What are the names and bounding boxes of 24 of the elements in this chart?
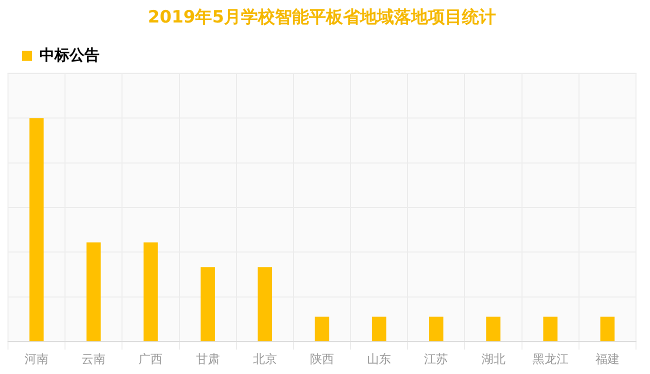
x-tick-label: 云南: [82, 352, 106, 366]
x-tick-label: 广西: [138, 352, 163, 366]
bar: [144, 242, 158, 342]
bar: [200, 267, 215, 342]
x-tick-label: 陕西: [310, 352, 334, 366]
x-tick-label: 湖北: [481, 352, 506, 366]
x-tick-label: 山东: [367, 352, 392, 366]
bar: [372, 316, 386, 342]
bar: [486, 316, 500, 342]
x-tick-label: 北京: [252, 352, 277, 366]
x-tick-label: 江苏: [424, 352, 448, 366]
chart-title: 2019年5月学校智能平板省地域落地项目统计: [148, 8, 496, 28]
bar: [29, 118, 44, 342]
bar: [86, 242, 101, 342]
bar: [543, 316, 558, 342]
bar: [600, 316, 615, 342]
x-tick-label: 福建: [595, 352, 620, 366]
x-tick-label: 河南: [24, 352, 49, 366]
x-tick-label: 黑龙江: [532, 352, 568, 366]
bar: [258, 267, 272, 342]
x-tick-label: 甘肃: [196, 352, 220, 366]
legend-label: 中标公告: [40, 46, 100, 64]
bar: [314, 316, 330, 342]
bar: [429, 316, 444, 342]
